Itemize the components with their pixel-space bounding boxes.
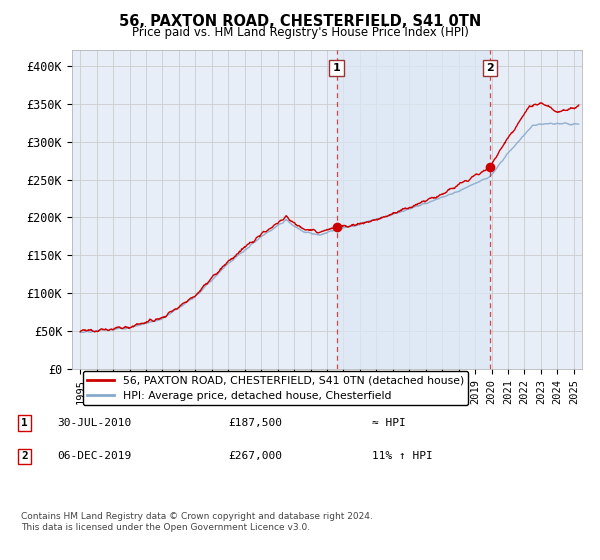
- Text: 2: 2: [21, 451, 28, 461]
- Text: 06-DEC-2019: 06-DEC-2019: [57, 451, 131, 461]
- Text: 1: 1: [332, 63, 340, 73]
- Text: 2: 2: [487, 63, 494, 73]
- Text: 1: 1: [21, 418, 28, 428]
- Text: £187,500: £187,500: [228, 418, 282, 428]
- Text: ≈ HPI: ≈ HPI: [372, 418, 406, 428]
- Text: Contains HM Land Registry data © Crown copyright and database right 2024.
This d: Contains HM Land Registry data © Crown c…: [21, 512, 373, 532]
- Legend: 56, PAXTON ROAD, CHESTERFIELD, S41 0TN (detached house), HPI: Average price, det: 56, PAXTON ROAD, CHESTERFIELD, S41 0TN (…: [83, 371, 468, 405]
- Text: 30-JUL-2010: 30-JUL-2010: [57, 418, 131, 428]
- Text: Price paid vs. HM Land Registry's House Price Index (HPI): Price paid vs. HM Land Registry's House …: [131, 26, 469, 39]
- Text: 56, PAXTON ROAD, CHESTERFIELD, S41 0TN: 56, PAXTON ROAD, CHESTERFIELD, S41 0TN: [119, 14, 481, 29]
- Text: 11% ↑ HPI: 11% ↑ HPI: [372, 451, 433, 461]
- Bar: [337, 50, 490, 370]
- Text: £267,000: £267,000: [228, 451, 282, 461]
